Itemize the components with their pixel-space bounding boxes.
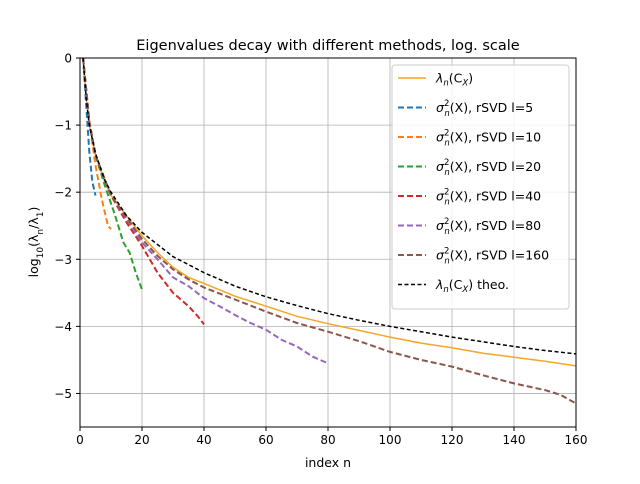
legend-label-3: σ2 n(X), rSVD l=20 (436, 158, 541, 178)
y-tick-label: 0 (64, 52, 72, 66)
x-tick-label: 140 (503, 433, 526, 447)
legend-label-7: λn(CX) theo. (435, 277, 509, 295)
x-axis: 0 20 40 60 80 100 120 140 160 (76, 427, 587, 447)
legend: λn(CX) σ2 n(X), rSVD l=5 σ2 n(X), rSVD l=10 σ… (391, 64, 570, 310)
y-tick-label: −2 (54, 186, 72, 200)
y-tick-label: −3 (54, 253, 72, 267)
x-tick-label: 100 (379, 433, 402, 447)
x-tick-label: 80 (320, 433, 335, 447)
legend-label-4: σ2 n(X), rSVD l=40 (436, 188, 541, 208)
y-tick-label: −4 (54, 320, 72, 334)
y-axis: 0 −1 −2 −3 −4 −5 (54, 52, 80, 401)
series-line-6 (82, 58, 576, 405)
legend-label-1: σ2 n(X), rSVD l=5 (436, 99, 533, 119)
series-layer (82, 58, 576, 405)
x-axis-label: index n (305, 455, 351, 470)
legend-box (391, 64, 570, 310)
legend-label-2: σ2 n(X), rSVD l=10 (436, 129, 541, 149)
x-tick-label: 20 (134, 433, 149, 447)
series-line-3 (82, 58, 143, 290)
y-tick-label: −5 (54, 387, 72, 401)
y-tick-label: −1 (54, 119, 72, 133)
series-line-5 (82, 58, 329, 365)
series-line-2 (82, 58, 112, 230)
x-tick-label: 160 (565, 433, 588, 447)
series-line-4 (82, 58, 205, 326)
chart-title: Eigenvalues decay with different methods… (136, 38, 520, 54)
legend-label-6: σ2 n(X), rSVD l=160 (436, 247, 549, 267)
x-tick-label: 40 (196, 433, 211, 447)
x-tick-label: 0 (76, 433, 84, 447)
legend-label-0: λn(CX) (435, 71, 473, 89)
legend-label-5: σ2 n(X), rSVD l=80 (436, 217, 541, 237)
x-tick-label: 60 (258, 433, 273, 447)
y-axis-label: log10(λn/λ1) (26, 207, 46, 278)
x-tick-label: 120 (441, 433, 464, 447)
series-line-7 (82, 58, 576, 355)
